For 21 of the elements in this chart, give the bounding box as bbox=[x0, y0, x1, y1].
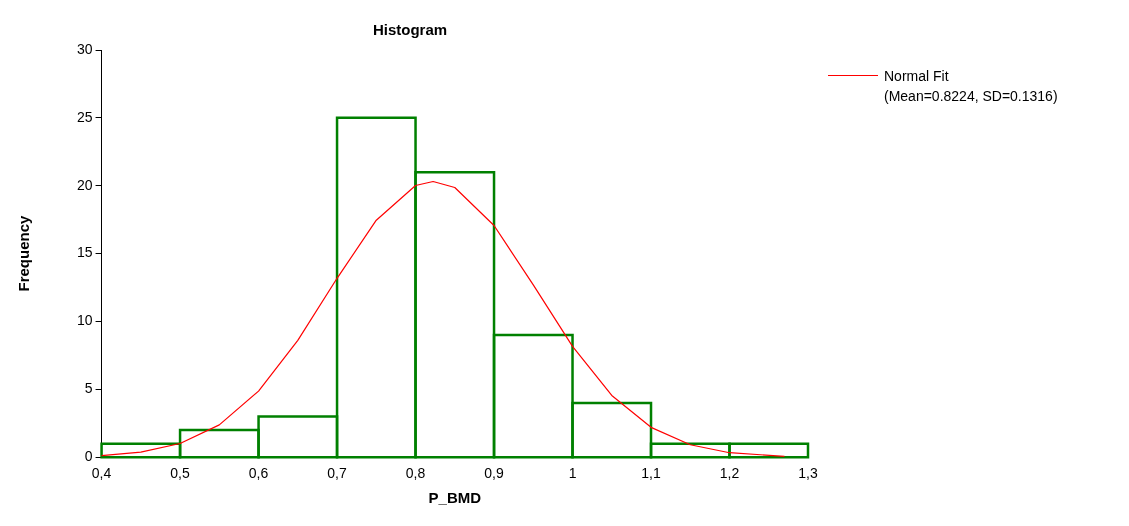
y-tick-label: 5 bbox=[84, 380, 93, 397]
x-tick-label: 1,1 bbox=[641, 465, 661, 482]
x-tick-label: 0,8 bbox=[405, 465, 426, 482]
y-tick-label: 15 bbox=[76, 244, 93, 261]
y-tick-label: 10 bbox=[76, 312, 93, 329]
y-tick-label: 25 bbox=[76, 108, 93, 125]
x-axis-title: P_BMD bbox=[428, 489, 482, 507]
chart-title: Histogram bbox=[372, 21, 448, 39]
legend-label: Normal Fit (Mean=0.8224, SD=0.1316) bbox=[884, 67, 1058, 106]
x-tick-label: 0,5 bbox=[170, 465, 191, 482]
x-tick-label: 0,6 bbox=[248, 465, 269, 482]
x-tick-label: 0,7 bbox=[327, 465, 347, 482]
y-tick-label: 20 bbox=[76, 176, 93, 193]
y-axis-title: Frequency bbox=[15, 215, 33, 292]
x-tick-label: 0,9 bbox=[484, 465, 504, 482]
x-tick-label: 1,3 bbox=[798, 465, 818, 482]
x-tick-label: 1 bbox=[568, 465, 577, 482]
x-tick-label: 0,4 bbox=[91, 465, 112, 482]
y-tick-label: 0 bbox=[84, 448, 93, 465]
x-tick-label: 1,2 bbox=[719, 465, 740, 482]
y-tick-label: 30 bbox=[76, 40, 93, 57]
